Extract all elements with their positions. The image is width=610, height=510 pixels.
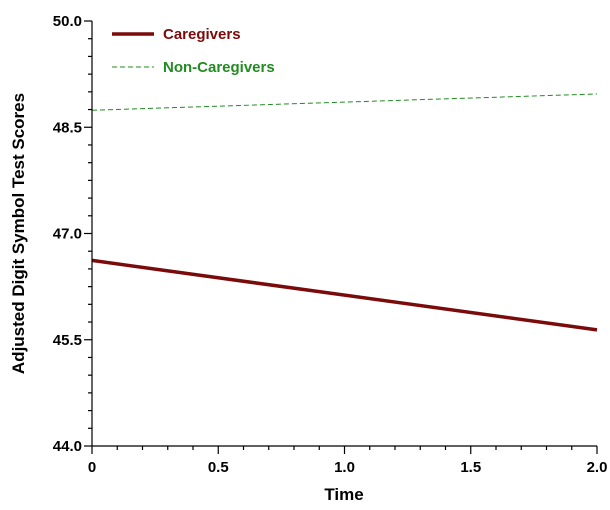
legend-label: Caregivers xyxy=(163,26,241,43)
series-line-caregivers xyxy=(91,258,598,332)
series-line-non-caregivers xyxy=(91,93,598,111)
y-tick-label: 44.0 xyxy=(53,438,82,455)
y-tick-label: 47.0 xyxy=(53,226,82,243)
ticks-layer: 0 0.5 1.0 1.5 2.0 44.0 45.5 47.0 48.5 50.0 xyxy=(53,13,608,476)
x-tick-label: 2.0 xyxy=(587,459,608,476)
x-axis-label: Time xyxy=(324,485,363,504)
x-tick-label: 1.0 xyxy=(334,459,355,476)
y-axis-label: Adjusted Digit Symbol Test Scores xyxy=(9,93,28,374)
series-layer xyxy=(91,93,598,332)
y-tick-label: 45.5 xyxy=(53,332,82,349)
y-tick-label: 50.0 xyxy=(53,13,82,30)
x-tick-label: 1.5 xyxy=(460,459,481,476)
x-tick-label: 0.5 xyxy=(208,459,229,476)
y-tick-label: 48.5 xyxy=(53,119,82,136)
legend-label: Non-Caregivers xyxy=(163,59,275,76)
x-tick-label: 0 xyxy=(88,459,96,476)
legend: Caregivers Non-Caregivers xyxy=(112,26,275,76)
